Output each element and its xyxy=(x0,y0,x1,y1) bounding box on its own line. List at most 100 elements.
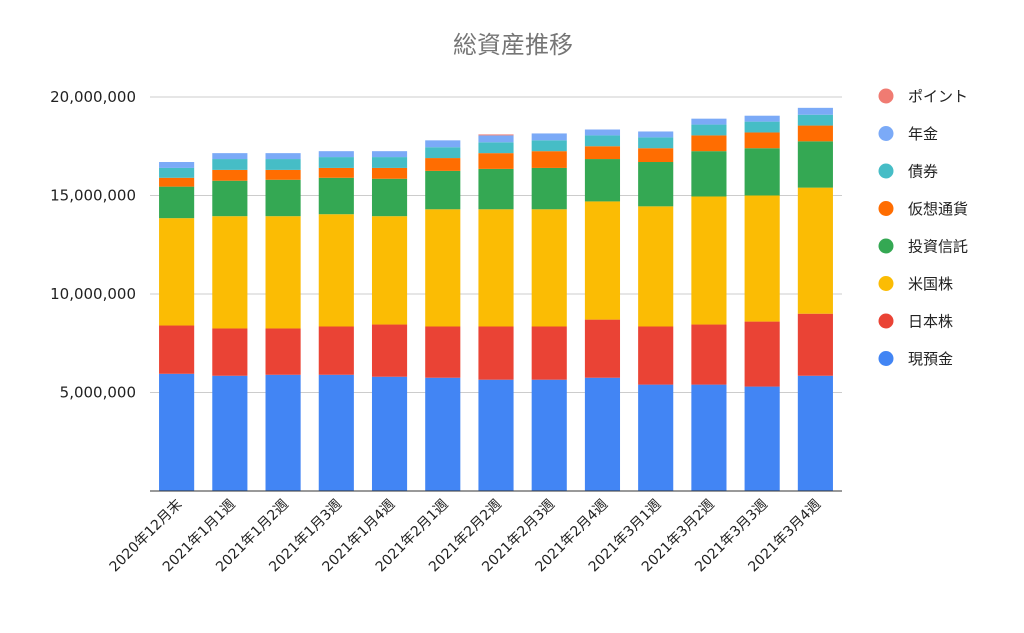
bar-segment xyxy=(478,134,514,136)
legend-swatch xyxy=(878,238,894,254)
legend-swatch xyxy=(878,313,894,329)
bar-segment xyxy=(212,180,248,217)
bar-segment xyxy=(318,151,354,158)
bar-segment xyxy=(371,167,408,179)
bar-segment xyxy=(744,386,780,491)
bar-segment xyxy=(159,162,195,168)
bar-segment xyxy=(318,326,354,375)
chart-title: 総資産推移 xyxy=(453,31,573,59)
bar-segment xyxy=(744,132,780,149)
bar-segment xyxy=(265,216,301,329)
bar-segment xyxy=(744,121,780,133)
legend-item: 債券 xyxy=(878,163,938,181)
bar-segment xyxy=(159,167,195,178)
bar-segment xyxy=(531,209,567,327)
bar-segment xyxy=(691,384,727,491)
legend-label: 日本株 xyxy=(908,313,953,331)
bar-segment xyxy=(744,148,780,196)
bar-stack xyxy=(318,151,354,491)
y-tick-label: 10,000,000 xyxy=(50,285,136,303)
bar-stack xyxy=(425,140,461,491)
bar-stack xyxy=(212,153,248,491)
legend-label: 仮想通貨 xyxy=(908,200,968,218)
bar-segment xyxy=(797,187,833,314)
bar-segment xyxy=(531,379,567,491)
bar-segment xyxy=(638,148,674,163)
legend-label: 年金 xyxy=(908,125,938,143)
bar-segment xyxy=(159,325,195,374)
legend-item: 現預金 xyxy=(878,350,953,368)
bar-stack xyxy=(638,131,674,491)
legend-label: 米国株 xyxy=(908,275,953,293)
bar-stack xyxy=(371,151,408,491)
bar-segment xyxy=(212,159,248,170)
bar-segment xyxy=(797,114,833,126)
bar-segment xyxy=(425,209,461,327)
bar-segment xyxy=(584,146,621,160)
bar-segment xyxy=(212,169,248,181)
bar-segment xyxy=(371,376,408,491)
bar-segment xyxy=(159,186,195,219)
x-axis-ticks: 2020年12月末2021年1月1週2021年1月2週2021年1月3週2021… xyxy=(107,497,825,576)
bar-segment xyxy=(478,142,514,154)
bar-segment xyxy=(638,137,674,149)
bar-segment xyxy=(744,321,780,387)
legend-item: 日本株 xyxy=(878,313,953,331)
bar-segment xyxy=(425,147,461,159)
bar-segment xyxy=(531,151,567,168)
bar-segment xyxy=(744,115,780,122)
bar-segment xyxy=(425,158,461,171)
bar-segment xyxy=(638,162,674,207)
legend-swatch xyxy=(878,201,894,216)
bar-segment xyxy=(265,328,301,375)
bar-segment xyxy=(159,373,195,491)
bar-segment xyxy=(318,167,354,178)
bar-segment xyxy=(638,326,674,385)
bar-segment xyxy=(584,377,621,491)
bar-segment xyxy=(212,375,248,491)
bar-segment xyxy=(584,159,621,202)
bar-segment xyxy=(797,375,833,491)
bar-segment xyxy=(638,131,674,138)
bar-segment xyxy=(371,157,408,168)
bar-segment xyxy=(371,324,408,377)
legend-label: ポイント xyxy=(908,88,968,106)
legend-swatch xyxy=(878,126,894,141)
bar-stack xyxy=(478,134,514,491)
bar-segment xyxy=(691,324,727,385)
bar-segment xyxy=(318,374,354,491)
legend-item: 投資信託 xyxy=(878,238,968,256)
bar-segment xyxy=(212,153,248,160)
legend-swatch xyxy=(878,88,894,104)
bar-stack xyxy=(584,129,621,491)
bar-segment xyxy=(797,313,833,376)
bar-segment xyxy=(638,384,674,491)
bar-segment xyxy=(478,168,514,210)
bar-segment xyxy=(212,328,248,376)
bar-segment xyxy=(425,326,461,378)
legend-item: 米国株 xyxy=(878,275,953,293)
y-tick-label: 15,000,000 xyxy=(50,187,136,205)
bar-segment xyxy=(265,159,301,170)
legend-swatch xyxy=(878,351,894,366)
bar-segment xyxy=(584,319,621,378)
bar-segment xyxy=(584,129,621,136)
bar-segment xyxy=(265,374,301,491)
legend-item: ポイント xyxy=(878,88,968,106)
bar-segment xyxy=(531,140,567,152)
legend-label: 投資信託 xyxy=(908,238,968,256)
bar-segment xyxy=(531,167,567,210)
bar-segment xyxy=(478,379,514,491)
bar-segment xyxy=(318,157,354,168)
y-tick-label: 20,000,000 xyxy=(50,88,136,106)
legend-label: 債券 xyxy=(908,163,938,181)
bar-segment xyxy=(212,216,248,329)
legend-item: 仮想通貨 xyxy=(878,200,968,218)
bar-segment xyxy=(478,209,514,327)
bar-segment xyxy=(691,124,727,136)
bar-segment xyxy=(371,216,408,325)
bar-stack xyxy=(159,162,195,491)
